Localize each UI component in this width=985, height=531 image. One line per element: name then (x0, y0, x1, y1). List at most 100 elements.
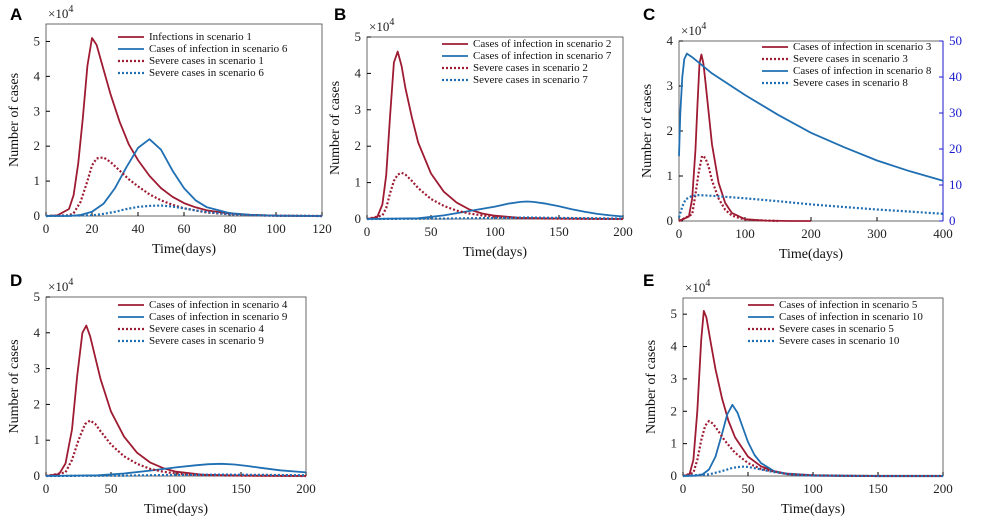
y-multiplier: ×104 (685, 278, 710, 295)
y-exponent: 4 (705, 278, 710, 289)
series-line-2 (45, 462, 307, 477)
y-tick-label: 5 (671, 306, 678, 321)
x-tick-label: 0 (43, 221, 50, 236)
y-tick-label: 2 (671, 403, 678, 418)
x-tick-label: 80 (224, 221, 237, 236)
y-tick-label: 4 (34, 68, 41, 83)
series-line-2 (46, 138, 323, 217)
legend-label: Severe cases in scenario 4 (149, 323, 264, 335)
y-tick-label: 3 (671, 371, 678, 386)
chart-panel-c: C0 100 200 300 4000123401020304050×104Time(d… (640, 5, 962, 262)
series-line-3 (678, 52, 944, 182)
y-tick-label: 4 (355, 65, 362, 80)
y-multiplier: ×104 (48, 4, 73, 21)
chart-panel-e: E 0 50 100 150 200 0 1 2 3 4 5 ×104 Time(days) Number … (643, 271, 953, 517)
x-tick-label: 50 (742, 481, 755, 496)
legend-label: Infections in scenario 1 (149, 31, 252, 43)
y-tick-label: 2 (667, 123, 674, 138)
series-line-4 (45, 204, 323, 218)
x-tick-label: 0 (364, 224, 371, 239)
legend-label: Severe cases in scenario 7 (473, 74, 588, 86)
x-tick-label: 300 (867, 226, 887, 241)
y-axis-title: Number of cases (328, 81, 343, 175)
y-exponent: 4 (389, 17, 394, 28)
series-line-4 (45, 473, 307, 478)
y2-tick-label: 40 (949, 69, 962, 84)
x-tick-label: 100 (266, 221, 286, 236)
legend-label: Cases of infection in scenario 6 (149, 43, 288, 55)
x-tick-label: 100 (166, 481, 186, 496)
panel-letter: E (643, 271, 654, 290)
series-line-3 (682, 419, 943, 478)
x-tick-label: 400 (933, 226, 953, 241)
series-line-1 (366, 50, 624, 220)
y-tick-label: 5 (355, 29, 362, 44)
legend-label: Cases of infection in scenario 10 (779, 311, 923, 323)
y-multiplier: ×104 (681, 21, 706, 38)
x-axis-title: Time(days) (152, 242, 216, 257)
legend-label: Cases of infection in scenario 7 (473, 50, 612, 62)
y2-tick-label: 10 (949, 177, 962, 192)
y2-tick-label: 30 (949, 105, 962, 120)
y-axis-title: Number of cases (640, 84, 655, 178)
x-tick-label: 200 (296, 481, 316, 496)
x-tick-label: 40 (132, 221, 145, 236)
y-tick-label: 4 (671, 339, 678, 354)
y-axis-title: Number of cases (7, 73, 22, 167)
y-tick-label: 1 (34, 173, 41, 188)
x-tick-label: 0 (43, 481, 50, 496)
y2-tick-label: 20 (949, 141, 962, 156)
x-tick-label: 100 (803, 481, 823, 496)
legend-label: Severe cases in scenario 10 (779, 335, 900, 347)
x-axis-title: Time(days) (463, 245, 527, 260)
y-exponent: 4 (701, 21, 706, 32)
y-tick-label: 0 (671, 468, 678, 483)
y-tick-label: 4 (34, 325, 41, 340)
x-axis-title: Time(days) (779, 247, 843, 262)
y-tick-label: 3 (667, 78, 674, 93)
x-tick-label: 0 (680, 481, 687, 496)
series-line-1 (45, 324, 307, 477)
legend-label: Severe cases in scenario 3 (793, 53, 908, 65)
y-tick-label: 2 (355, 138, 362, 153)
x-tick-label: 150 (231, 481, 251, 496)
x-tick-label: 200 (801, 226, 821, 241)
legend-label: Severe cases in scenario 2 (473, 62, 588, 74)
x-axis-title: Time(days) (144, 502, 208, 517)
legend-label: Severe cases in scenario 5 (779, 323, 894, 335)
series-line-3 (45, 156, 323, 218)
x-tick-label: 100 (485, 224, 505, 239)
y-axis-title: Number of cases (644, 340, 659, 434)
y-axis-title: Number of cases (7, 339, 22, 433)
y-multiplier: ×104 (369, 17, 394, 34)
y-tick-label: 0 (34, 208, 41, 223)
legend-label: Severe cases in scenario 6 (149, 67, 264, 79)
x-axis-title: Time(days) (781, 502, 845, 517)
chart-panel-b: B 0 50 100 150 200 0 1 2 3 4 5 ×104 Time(days) Number … (328, 5, 633, 260)
x-tick-label: 50 (425, 224, 438, 239)
chart-panel-a: A 0 20 40 60 80 100 120 0 1 2 3 4 5 ×104 Time(days) Numb… (7, 4, 332, 257)
y-tick-label: 2 (34, 138, 41, 153)
y-tick-label: 0 (667, 213, 674, 228)
series-line-4 (682, 465, 943, 478)
x-tick-label: 50 (105, 481, 118, 496)
y-tick-label: 1 (667, 168, 674, 183)
y-exponent: 4 (68, 4, 73, 15)
legend-label: Cases of infection in scenario 2 (473, 38, 611, 50)
legend-label: Severe cases in scenario 1 (149, 55, 264, 67)
legend-label: Cases of infection in scenario 4 (149, 299, 288, 311)
y-exponent: 4 (68, 277, 73, 288)
x-tick-label: 20 (86, 221, 99, 236)
x-tick-label: 0 (676, 226, 683, 241)
y-tick-label: 0 (34, 468, 41, 483)
y-tick-label: 5 (34, 33, 41, 48)
panel-letter: B (334, 5, 346, 24)
x-tick-label: 120 (312, 221, 332, 236)
y-tick-label: 3 (355, 102, 362, 117)
series-line-4 (677, 194, 944, 218)
x-tick-label: 60 (178, 221, 191, 236)
y-multiplier: ×104 (48, 277, 73, 294)
y-tick-label: 1 (671, 436, 678, 451)
